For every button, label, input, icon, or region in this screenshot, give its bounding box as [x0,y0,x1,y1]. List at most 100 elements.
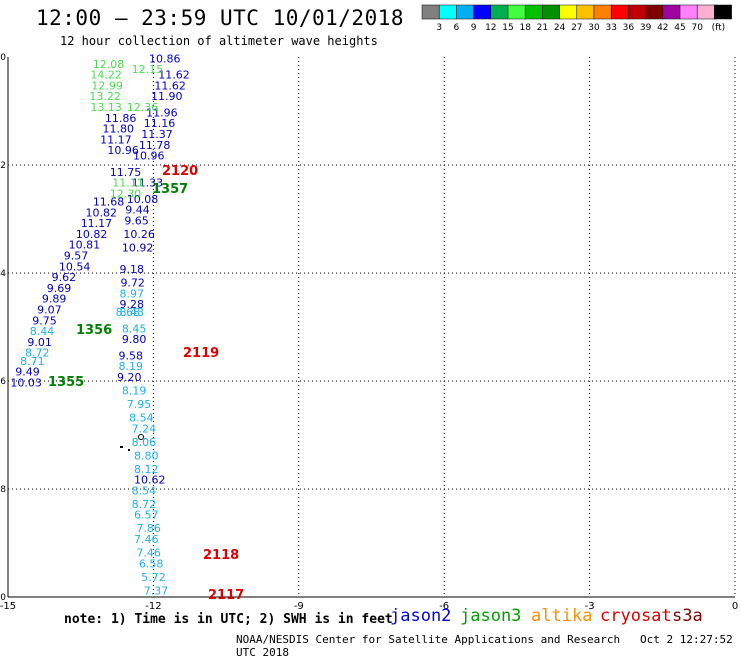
footer-credit: NOAA/NESDIS Center for Satellite Applica… [236,633,740,659]
lon-tick-label: -12 [145,601,161,612]
wave-height-value: 12.99 [91,79,123,92]
wave-height-value: 10.08 [127,193,159,206]
legend-swatch [524,4,543,20]
wave-height-value: 9.44 [125,204,150,217]
wave-height-value: 11.78 [139,139,171,152]
legend-label: 30 [588,23,600,33]
lon-tick-label: 0 [732,601,738,612]
lat-tick-label: -32 [0,161,6,171]
legend-label: 39 [640,23,652,33]
wave-height-value: 6.58 [139,557,164,570]
pass-number-label: 1357 [152,182,188,197]
wave-height-value: 10.03 [10,376,42,389]
wave-height-value: 10.82 [86,206,118,219]
legend-label: 6 [454,23,460,33]
legend-label: 42 [657,23,668,33]
legend-swatch [473,4,492,20]
wave-height-value: 10.96 [107,144,138,157]
wave-height-value: 8.12 [134,463,159,476]
wave-height-value: 12.36 [127,101,159,114]
wave-height-value: 9.28 [119,298,143,311]
satellite-cryosat: cryosat [600,606,672,626]
lat-tick-label: -30 [0,53,6,63]
satellite-s3a: s3a [672,606,703,626]
wave-height-value: 10.54 [59,260,91,273]
legend-label: 70 [691,23,703,33]
wave-height-value: 11.68 [93,196,125,209]
wave-height-value: 14.22 [90,69,122,82]
legend-swatch [507,4,526,20]
legend-label: (ft) [712,23,726,33]
legend-swatch [610,4,629,20]
wave-height-value: 9.72 [120,277,144,290]
legend-label: 27 [571,23,582,33]
lon-tick-label: -9 [294,601,304,612]
wave-height-value: 11.17 [81,217,113,230]
legend-swatch [542,4,560,20]
legend-swatch [662,4,681,20]
map-title: 12:00 – 23:59 UTC 10/01/2018 [36,6,405,30]
island-mark [120,446,123,448]
wave-height-value: 10.26 [123,228,155,241]
lon-tick-label: -15 [0,601,16,612]
legend-label: 3 [436,23,442,33]
legend-swatch [421,4,440,20]
wave-height-value: 8.06 [132,436,157,449]
wave-height-value: 9.62 [52,271,76,284]
wave-height-value: 9.75 [32,314,57,327]
wave-height-value: 13.13 [90,101,122,114]
wave-height-value: 9.01 [27,336,51,349]
credit-text: NOAA/NESDIS Center for Satellite Applica… [236,633,621,646]
wave-height-value: 11.11 [112,177,144,190]
wave-height-value: 9.20 [117,371,142,384]
wave-height-value: 9.65 [124,214,149,227]
legend-label: 45 [674,23,685,33]
legend-swatch [628,4,646,20]
lat-tick-label: -38 [0,485,6,495]
wave-height-value: 7.95 [127,398,152,411]
wave-height-value: 11.75 [110,166,142,179]
wave-height-value: 9.18 [119,263,143,276]
legend-swatch [438,4,457,20]
map-subtitle: 12 hour collection of altimeter wave hei… [60,34,378,48]
wave-height-value: 11.62 [154,79,186,92]
legend-label: 36 [623,23,635,33]
legend-swatch [593,4,612,20]
legend-swatch [456,4,474,20]
wave-height-value: 10.62 [134,474,166,487]
wave-height-value: 11.62 [158,69,190,82]
legend-swatch [559,4,578,20]
legend-swatch [576,4,595,20]
wave-height-value: 8.80 [134,449,159,462]
wave-height-value: 10.82 [76,228,108,241]
legend-swatch [696,4,715,20]
wave-height-value: 7.86 [136,522,161,535]
wave-height-value: 7.24 [132,422,157,435]
wave-height-value: 8.72 [25,347,50,360]
lat-tick-label: -40 [0,593,6,603]
legend-label: 33 [605,23,616,33]
wave-height-value: 10.96 [133,150,165,163]
pass-number-label: 1356 [76,323,112,338]
island-mark [128,449,130,451]
wave-height-value: 11.86 [105,112,137,125]
wave-height-value: 9.57 [64,250,88,263]
wave-height-value: 7.46 [136,547,161,560]
legend-label: 15 [502,23,513,33]
wave-height-value: 11.96 [146,106,178,119]
wave-height-value: 9.07 [37,304,62,317]
wave-height-value: 10.81 [69,239,101,252]
legend-label: 21 [537,23,548,33]
wave-height-value: 5.72 [141,571,166,584]
legend-swatch [679,4,698,20]
legend-label: 24 [554,23,566,33]
legend-label: 12 [485,23,496,33]
satellite-jason2: jason2 [390,606,452,626]
wave-height-value: 8.54 [129,412,154,425]
wave-height-value: 10.86 [149,52,181,65]
wave-height-value: 12.08 [93,58,125,71]
wave-height-value: 11.90 [151,90,183,103]
legend-label: 18 [519,23,531,33]
wave-height-value: 9.69 [47,282,71,295]
